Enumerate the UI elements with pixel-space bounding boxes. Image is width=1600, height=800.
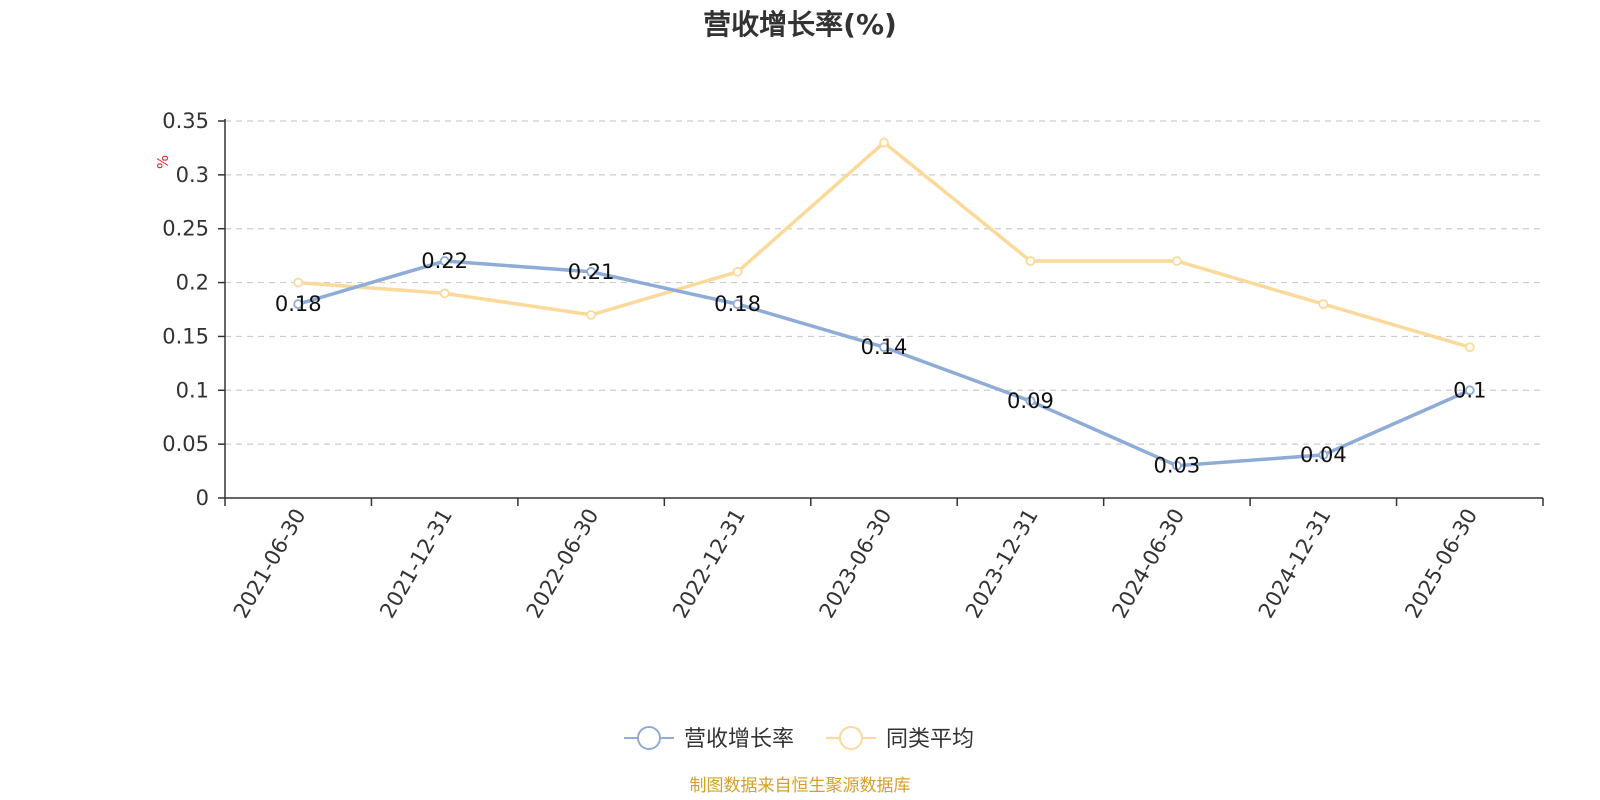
legend-label: 营收增长率 [684,727,794,752]
data-label: 0.14 [861,335,908,359]
series-lines [293,137,1475,471]
x-tick-label: 2023-06-30 [815,505,897,623]
axes: 0 0.05 0.1 0.15 0.2 0.25 0.3 0.35 2021-06-30 2021… [162,109,1544,623]
y-tick-label: 0.05 [162,432,209,456]
series-0-point [1464,385,1475,396]
legend-label: 同类平均 [886,727,974,752]
series-0-point [1025,396,1036,406]
series-1-point [1171,256,1182,266]
legend-marker-icon [637,726,661,750]
x-tick-label: 2024-12-31 [1254,505,1336,623]
series-1-point [1318,299,1329,310]
data-labels: 0.18 0.22 0.21 0.18 0.14 0.09 0.03 0.04 0.1 [275,249,1487,478]
series-0-point [1171,460,1182,471]
data-source-note: 制图数据来自恒生聚源数据库 [690,776,911,796]
chart-title: 营收增长率(%) [703,8,897,41]
x-tick-label: 2023-12-31 [961,505,1043,623]
data-label: 0.18 [275,292,322,316]
data-label: 0.21 [568,260,615,284]
series-0-point [1318,450,1329,460]
data-label: 0.22 [421,249,468,273]
y-tick-label: 0.35 [162,109,209,133]
x-tick-label: 2025-06-30 [1400,505,1482,623]
y-tick-label: 0.15 [162,324,209,348]
series-1-point [1464,342,1475,353]
legend-marker-icon [839,726,863,750]
x-tick-label: 2024-06-30 [1107,505,1189,623]
series-1-point [732,266,743,277]
legend[interactable]: 营收增长率 同类平均 [624,726,974,752]
y-tick-label: 0.2 [176,271,209,295]
x-tick-label: 2021-06-30 [229,505,311,623]
series-line-1 [298,140,1471,349]
grid-lines [225,120,1543,445]
series-0-point [439,256,450,266]
legend-item-0[interactable]: 营收增长率 [624,726,794,752]
data-label: 0.04 [1300,443,1347,467]
series-1-point [879,137,889,148]
series-0-point [879,342,889,353]
series-1-point [1025,256,1036,266]
series-1-point [586,309,597,320]
y-tick-label: 0.1 [176,378,209,402]
data-label: 0.1 [1453,378,1486,402]
series-1-point [439,288,450,299]
y-axis-unit-label: % [154,155,172,169]
y-tick-label: 0.25 [162,217,209,241]
data-label: 0.03 [1154,454,1201,478]
y-tick-label: 0 [196,486,209,510]
legend-item-1[interactable]: 同类平均 [826,726,974,752]
data-label: 0.18 [714,292,761,316]
series-0-point [293,299,304,310]
data-label: 0.09 [1007,389,1054,413]
series-line-0 [297,259,1471,468]
series-0-point [732,299,743,310]
x-tick-label: 2022-12-31 [668,505,750,623]
y-tick-label: 0.3 [176,163,209,187]
x-tick-label: 2021-12-31 [375,505,457,623]
series-0-point [586,266,597,277]
x-tick-label: 2022-06-30 [522,505,604,623]
series-1-point [293,277,304,288]
